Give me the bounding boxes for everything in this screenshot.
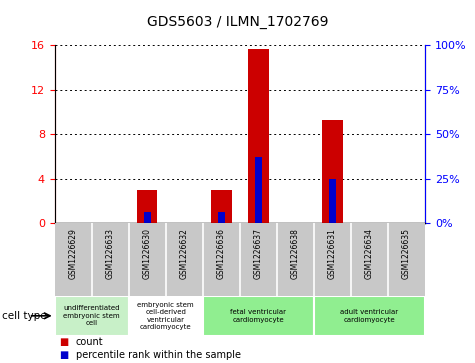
Text: GSM1226632: GSM1226632 xyxy=(180,228,189,279)
Text: undifferentiated
embryonic stem
cell: undifferentiated embryonic stem cell xyxy=(63,305,120,326)
Text: GSM1226633: GSM1226633 xyxy=(106,228,114,279)
Text: embryonic stem
cell-derived
ventricular
cardiomyocyte: embryonic stem cell-derived ventricular … xyxy=(137,302,194,330)
Text: GSM1226637: GSM1226637 xyxy=(254,228,263,279)
Bar xyxy=(137,190,157,223)
Text: GSM1226630: GSM1226630 xyxy=(143,228,152,279)
Bar xyxy=(55,296,129,336)
Bar xyxy=(129,296,203,336)
Text: GDS5603 / ILMN_1702769: GDS5603 / ILMN_1702769 xyxy=(147,15,328,29)
Text: GSM1226635: GSM1226635 xyxy=(402,228,411,279)
Bar xyxy=(211,190,231,223)
Text: GSM1226638: GSM1226638 xyxy=(291,228,300,279)
Text: ■: ■ xyxy=(59,350,68,360)
Bar xyxy=(329,179,336,223)
Bar xyxy=(248,49,268,223)
Text: GSM1226631: GSM1226631 xyxy=(328,228,337,279)
Bar xyxy=(323,120,342,223)
Bar xyxy=(144,212,151,223)
Text: percentile rank within the sample: percentile rank within the sample xyxy=(76,350,241,360)
Text: GSM1226629: GSM1226629 xyxy=(69,228,77,279)
Text: count: count xyxy=(76,337,104,347)
Text: GSM1226636: GSM1226636 xyxy=(217,228,226,279)
Text: fetal ventricular
cardiomyocyte: fetal ventricular cardiomyocyte xyxy=(230,309,286,323)
Bar xyxy=(218,212,225,223)
Text: GSM1226634: GSM1226634 xyxy=(365,228,374,279)
Text: ■: ■ xyxy=(59,337,68,347)
Text: adult ventricular
cardiomyocyte: adult ventricular cardiomyocyte xyxy=(341,309,399,323)
Bar xyxy=(255,156,262,223)
Bar xyxy=(203,296,314,336)
Text: cell type: cell type xyxy=(2,311,47,321)
Bar xyxy=(314,296,425,336)
